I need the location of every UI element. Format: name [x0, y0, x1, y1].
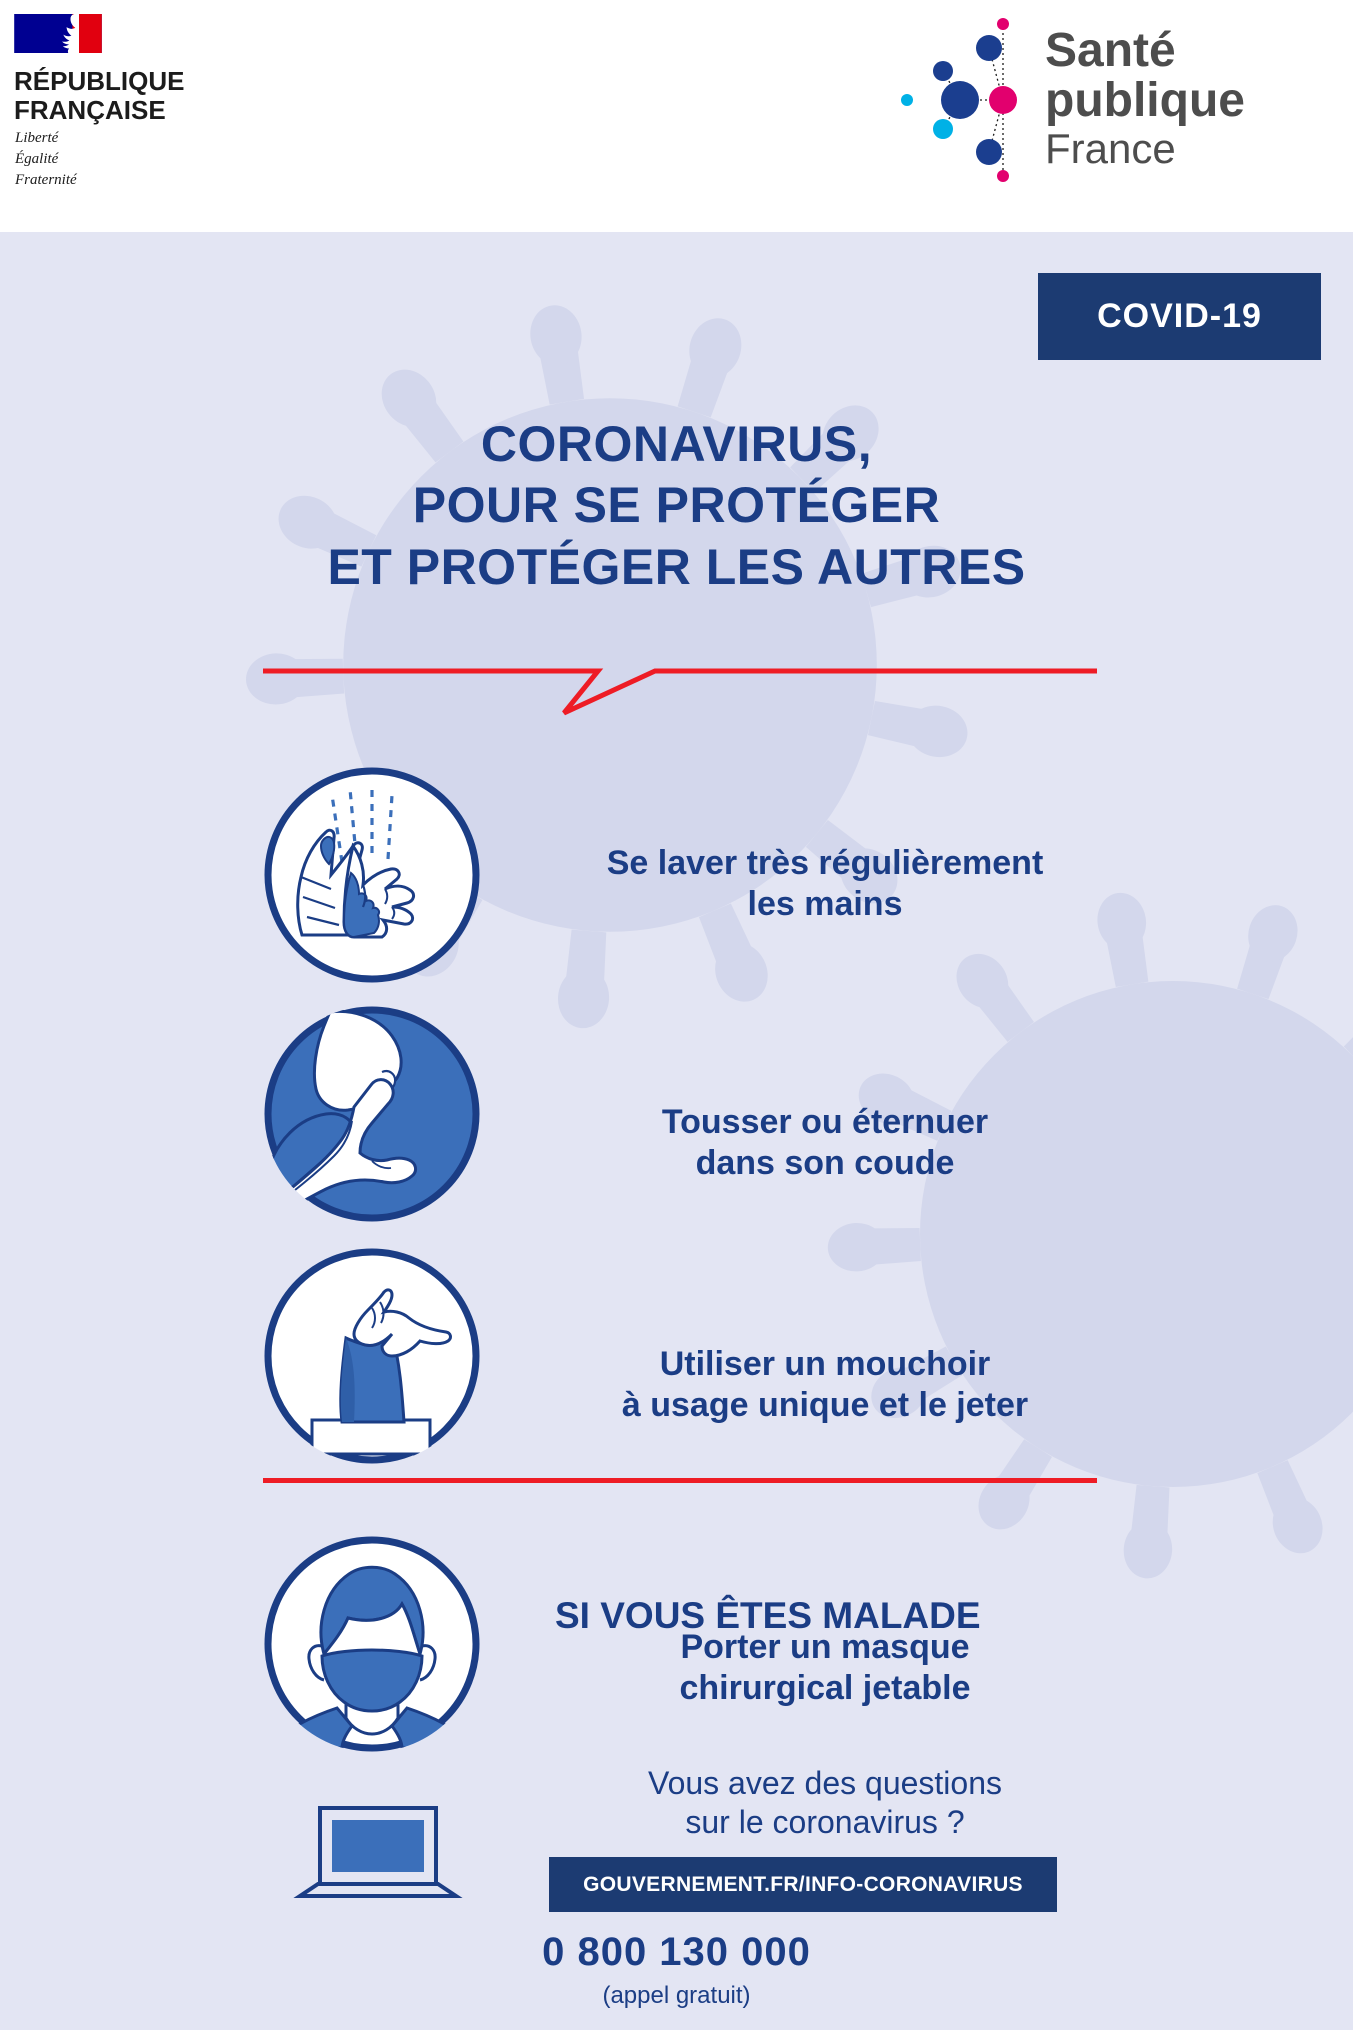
- svg-text:France: France: [1045, 125, 1176, 172]
- svg-text:publique: publique: [1045, 74, 1245, 127]
- svg-text:Santé: Santé: [1045, 24, 1176, 77]
